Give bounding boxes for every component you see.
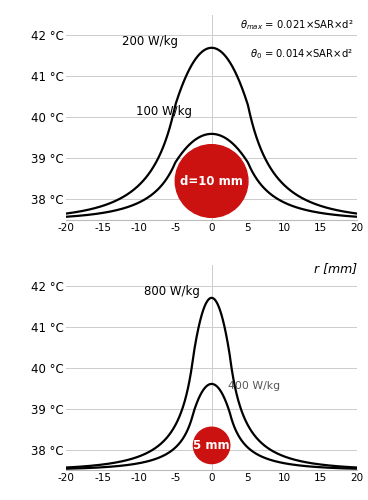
Ellipse shape [175, 144, 248, 218]
Text: $\theta_0$ = 0.014×SAR×d²: $\theta_0$ = 0.014×SAR×d² [251, 47, 353, 61]
Text: 5 mm: 5 mm [193, 439, 230, 452]
Text: 100 W/kg: 100 W/kg [137, 105, 192, 118]
Text: 800 W/kg: 800 W/kg [144, 285, 199, 298]
Text: d=10 mm: d=10 mm [180, 174, 243, 188]
Text: 200 W/kg: 200 W/kg [122, 35, 178, 48]
Text: 400 W/kg: 400 W/kg [227, 381, 280, 391]
Ellipse shape [194, 427, 230, 464]
Text: r [mm]: r [mm] [314, 262, 357, 275]
Text: $\theta_{max}$ = 0.021×SAR×d²: $\theta_{max}$ = 0.021×SAR×d² [240, 18, 353, 32]
